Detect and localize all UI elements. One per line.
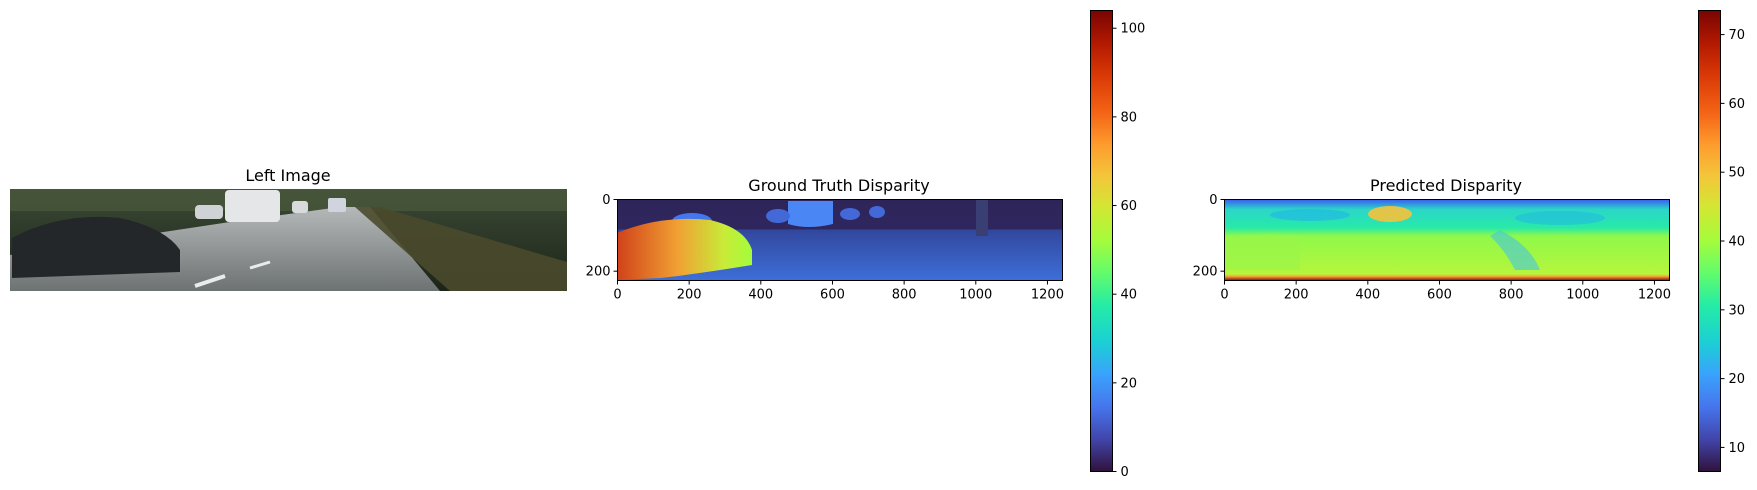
pred-colorbar-tick-label: 20: [1729, 372, 1746, 387]
gt-x-tick-label: 0: [613, 288, 621, 303]
gt-colorbar-tick-label: 0: [1121, 465, 1129, 480]
gt-axes-frame: [617, 199, 1063, 281]
pred-colorbar-tick-group: 10 20 30 40 50 60 70: [1720, 28, 1746, 456]
pred-colorbar-tick-label: 10: [1729, 441, 1746, 456]
pred-title: Predicted Disparity: [1370, 176, 1522, 195]
gt-title: Ground Truth Disparity: [748, 176, 929, 195]
gt-colorbar: [1090, 10, 1113, 472]
gt-colorbar-tick-label: 40: [1121, 288, 1138, 303]
gt-x-tick-label: 1000: [959, 288, 992, 303]
gt-colorbar-tick-label: 100: [1121, 22, 1146, 37]
pred-x-tick-label: 1200: [1638, 288, 1671, 303]
gt-y-tick-group: 0 200: [586, 193, 618, 280]
pred-x-tick-group: 0 200 400 600 800 1000 1200: [1220, 280, 1671, 303]
gt-x-tick-label: 200: [677, 288, 702, 303]
pred-x-tick-label: 200: [1284, 288, 1309, 303]
pred-x-tick-label: 600: [1427, 288, 1452, 303]
gt-x-tick-label: 800: [892, 288, 917, 303]
pred-x-tick-label: 800: [1499, 288, 1524, 303]
gt-x-tick-label: 1200: [1031, 288, 1064, 303]
gt-x-tick-label: 600: [820, 288, 845, 303]
pred-colorbar-tick-label: 70: [1729, 28, 1746, 43]
left-image-title: Left Image: [245, 166, 330, 185]
pred-heatmap: [1224, 199, 1670, 281]
gt-x-tick-group: 0 200 400 600 800 1000 1200: [613, 280, 1064, 303]
gt-y-tick-label: 200: [586, 265, 611, 280]
gt-y-tick-label: 0: [602, 193, 610, 208]
pred-x-tick-label: 1000: [1566, 288, 1599, 303]
pred-y-tick-group: 0 200: [1193, 193, 1225, 280]
pred-colorbar: [1698, 10, 1721, 472]
gt-colorbar-tick-group: 0 20 40 60 80 100: [1112, 22, 1146, 480]
gt-heatmap: [617, 199, 1063, 281]
pred-x-tick-label: 400: [1355, 288, 1380, 303]
gt-colorbar-tick-label: 80: [1121, 110, 1138, 125]
pred-colorbar-tick-label: 60: [1729, 97, 1746, 112]
gt-colorbar-tick-label: 60: [1121, 199, 1138, 214]
pred-colorbar-tick-label: 40: [1729, 235, 1746, 250]
gt-x-tick-label: 400: [748, 288, 773, 303]
pred-colorbar-tick-label: 30: [1729, 303, 1746, 318]
pred-colorbar-tick-label: 50: [1729, 166, 1746, 181]
pred-y-tick-label: 200: [1193, 265, 1218, 280]
left-image: [10, 189, 567, 291]
pred-y-tick-label: 0: [1209, 193, 1217, 208]
pred-axes-frame: [1224, 199, 1670, 281]
pred-x-tick-label: 0: [1220, 288, 1228, 303]
gt-colorbar-tick-label: 20: [1121, 376, 1138, 391]
